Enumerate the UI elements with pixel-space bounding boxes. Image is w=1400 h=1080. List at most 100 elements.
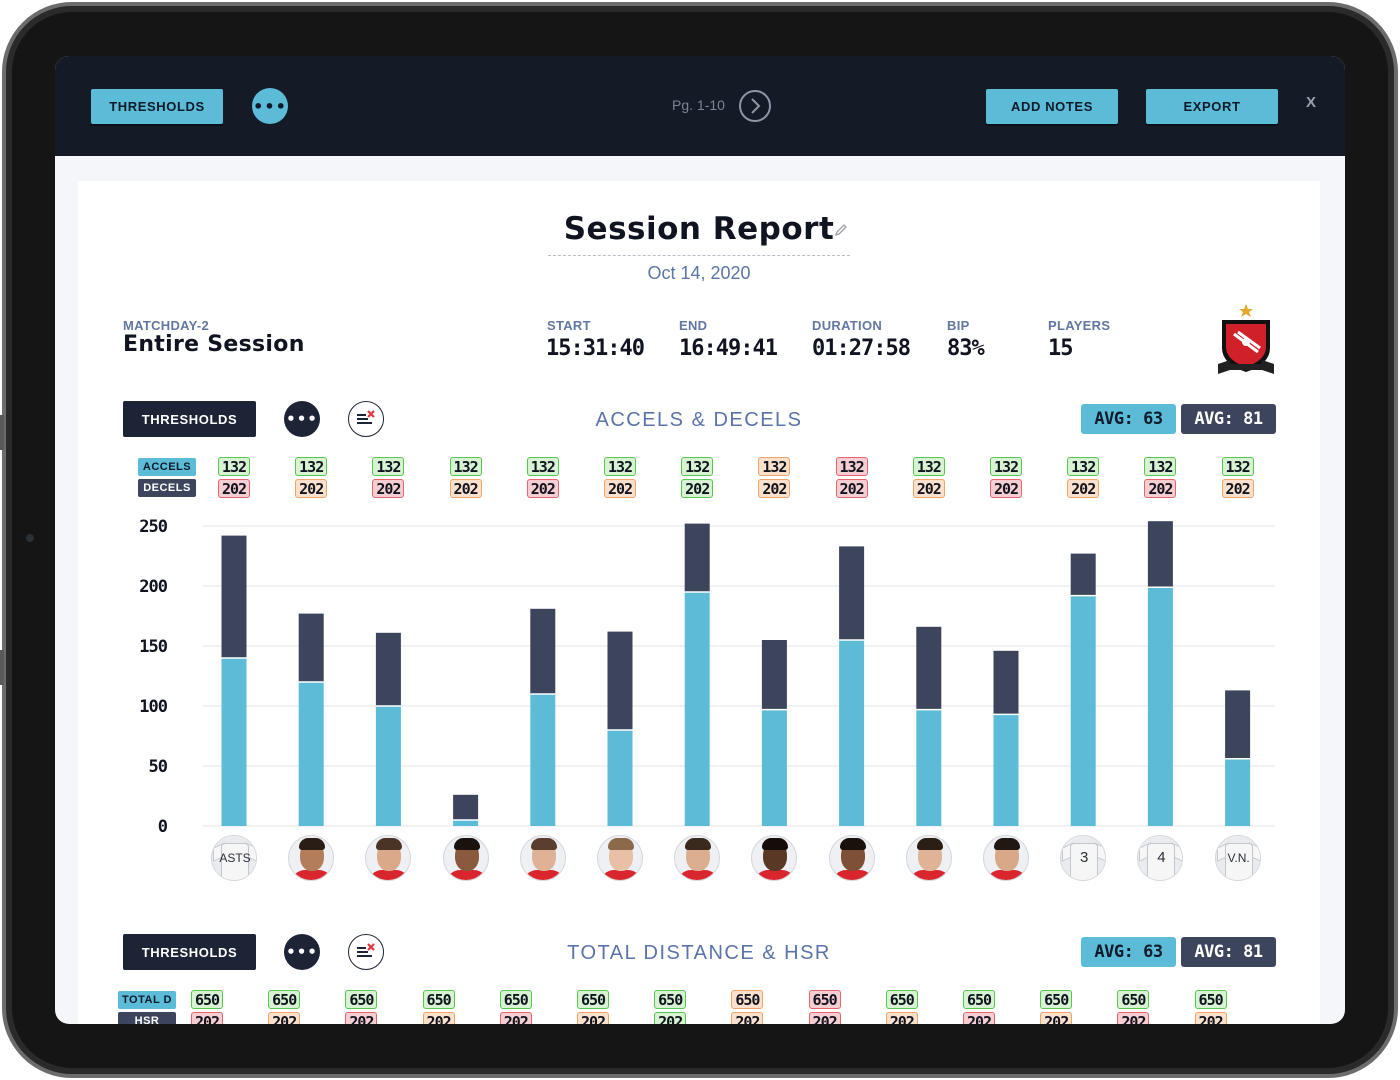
decels-value-tag: 202 <box>526 479 559 498</box>
bar-decels[interactable] <box>530 608 556 694</box>
total-distance-value-tag: 650 <box>808 990 841 1009</box>
player-photo-avatar[interactable] <box>751 835 798 881</box>
camera <box>26 534 34 542</box>
decels-value-tag: 202 <box>449 479 482 498</box>
more-icon[interactable]: ••• <box>284 934 320 970</box>
bar-decels[interactable] <box>916 626 942 710</box>
section1-thresholds-button[interactable]: THRESHOLDS <box>123 401 256 437</box>
hsr-value-tag: 202 <box>1040 1012 1073 1024</box>
bar-accels[interactable] <box>684 592 710 826</box>
clear-filter-icon[interactable] <box>348 934 384 970</box>
thresholds-button[interactable]: THRESHOLDS <box>91 89 223 124</box>
more-icon[interactable]: ••• <box>252 88 288 124</box>
stat-label-end: END <box>679 318 708 333</box>
add-notes-button[interactable]: ADD NOTES <box>986 89 1118 124</box>
player-shirt <box>445 870 488 880</box>
bar-decels[interactable] <box>993 650 1019 715</box>
player-jersey-avatar[interactable]: V.N. <box>1214 835 1261 881</box>
jersey-label: 3 <box>1080 849 1089 866</box>
jersey-body <box>1147 843 1176 880</box>
decels-value-tag: 202 <box>681 479 714 498</box>
y-tick-label: 150 <box>139 637 167 657</box>
decels-value-tag: 202 <box>1144 479 1177 498</box>
jersey-label: ASTS <box>219 851 251 865</box>
decels-value-tag: 202 <box>835 479 868 498</box>
bar-decels[interactable] <box>684 523 710 592</box>
player-photo-avatar[interactable] <box>365 835 412 881</box>
player-photo-avatar[interactable] <box>828 835 875 881</box>
accels-value-tag: 132 <box>912 457 945 476</box>
close-icon[interactable]: X <box>1306 94 1317 111</box>
section1-avg-decels: AVG: 81 <box>1181 404 1276 434</box>
section2-title: TOTAL DISTANCE & HSR <box>567 942 831 964</box>
bar-decels[interactable] <box>1225 690 1251 759</box>
accels-value-tag: 132 <box>835 457 868 476</box>
player-hair <box>376 838 403 850</box>
pencil-icon[interactable] <box>834 223 848 241</box>
more-icon[interactable]: ••• <box>284 401 320 437</box>
bar-decels[interactable] <box>375 632 401 706</box>
export-button[interactable]: EXPORT <box>1146 89 1278 124</box>
bar-decels[interactable] <box>453 794 479 820</box>
bar-accels[interactable] <box>298 682 324 826</box>
player-photo-avatar[interactable] <box>674 835 721 881</box>
accels-value-tag: 132 <box>295 457 328 476</box>
decels-value-tag: 202 <box>912 479 945 498</box>
bar-decels[interactable] <box>839 546 865 640</box>
bar-accels[interactable] <box>607 730 633 826</box>
hsr-value-tag: 202 <box>268 1012 301 1024</box>
player-hair <box>994 838 1020 850</box>
stat-label-players: PLAYERS <box>1048 318 1111 333</box>
player-jersey-avatar[interactable]: 3 <box>1060 835 1107 881</box>
total-distance-value-tag: 650 <box>499 990 532 1009</box>
player-photo-avatar[interactable] <box>983 835 1029 881</box>
player-photo-avatar[interactable] <box>597 835 643 881</box>
jersey-label: 4 <box>1157 849 1166 866</box>
y-tick-label: 250 <box>139 517 167 537</box>
player-photo-avatar[interactable] <box>442 835 489 881</box>
player-photo-avatar[interactable] <box>288 835 335 881</box>
stat-label-duration: DURATION <box>812 318 883 333</box>
bar-accels[interactable] <box>1070 595 1096 826</box>
bar-accels[interactable] <box>1225 758 1251 826</box>
accels-value-tag: 132 <box>449 457 482 476</box>
volume-button <box>0 415 4 450</box>
total-distance-value-tag: 650 <box>654 990 687 1009</box>
total-distance-value-tag: 650 <box>191 990 223 1009</box>
stat-value-duration: 01:27:58 <box>812 336 911 361</box>
player-hair <box>916 838 943 850</box>
bar-accels[interactable] <box>1147 587 1173 826</box>
player-photo-avatar[interactable] <box>519 835 566 881</box>
y-tick-label: 100 <box>139 697 167 717</box>
decels-value-tag: 202 <box>604 479 636 498</box>
total-distance-value-tag: 650 <box>1040 990 1073 1009</box>
player-shirt <box>831 870 874 880</box>
hsr-value-tag: 202 <box>499 1012 532 1024</box>
bar-accels[interactable] <box>221 658 247 826</box>
page-indicator: Pg. 1-10 <box>672 97 725 113</box>
bar-accels[interactable] <box>839 640 865 826</box>
bar-accels[interactable] <box>993 714 1019 826</box>
player-jersey-avatar[interactable]: ASTS <box>211 835 257 881</box>
section2-thresholds-button[interactable]: THRESHOLDS <box>123 934 256 970</box>
bar-decels[interactable] <box>1147 521 1173 588</box>
bar-accels[interactable] <box>761 709 787 826</box>
bar-decels[interactable] <box>221 535 247 658</box>
total-distance-value-tag: 650 <box>1194 990 1227 1009</box>
bar-accels[interactable] <box>375 706 401 826</box>
chevron-right-icon[interactable] <box>739 90 771 122</box>
bar-accels[interactable] <box>916 709 942 826</box>
session-kicker: MATCHDAY-2 <box>123 318 210 333</box>
report-sheet: Session Report Oct 14, 2020 MATCHDAY-2 E… <box>78 181 1320 1024</box>
player-jersey-avatar[interactable]: 4 <box>1137 835 1184 881</box>
bar-decels[interactable] <box>607 631 633 730</box>
bar-accels[interactable] <box>530 694 556 826</box>
report-title[interactable]: Session Report <box>548 211 850 256</box>
bar-decels[interactable] <box>761 640 787 710</box>
clear-filter-icon[interactable] <box>348 401 384 437</box>
bar-accels[interactable] <box>453 820 479 826</box>
bar-decels[interactable] <box>298 613 324 682</box>
player-photo-avatar[interactable] <box>905 835 952 881</box>
bar-decels[interactable] <box>1070 553 1096 596</box>
jersey-body <box>221 843 249 880</box>
